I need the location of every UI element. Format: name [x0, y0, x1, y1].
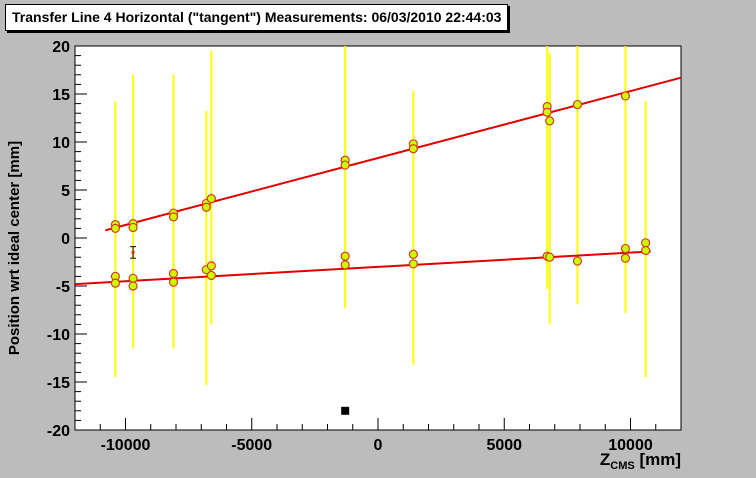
y-tick-label: 0 — [61, 231, 70, 248]
data-point — [206, 270, 216, 281]
x-tick-label: 5000 — [486, 437, 522, 454]
data-point — [168, 277, 179, 287]
x-tick-label: 0 — [374, 437, 383, 454]
data-point — [545, 252, 555, 262]
x-label-base: Z — [600, 450, 610, 469]
data-markers — [110, 91, 651, 415]
data-point — [201, 202, 211, 212]
x-tick-label: -5000 — [231, 437, 272, 454]
data-point — [128, 281, 138, 291]
data-point — [542, 107, 552, 117]
square-marker — [341, 406, 350, 415]
x-label-subscript: CMS — [610, 460, 634, 472]
data-point — [620, 91, 631, 101]
data-point — [340, 260, 350, 270]
small-marker — [131, 250, 135, 254]
data-point — [110, 223, 121, 233]
data-point — [408, 144, 418, 154]
chart-title: Transfer Line 4 Horizontal ("tangent") M… — [5, 4, 509, 31]
fit-line — [105, 76, 682, 232]
y-tick-label: 10 — [52, 135, 70, 152]
x-tick-label: -10000 — [101, 437, 151, 454]
x-label-unit: [mm] — [635, 450, 681, 469]
data-point — [641, 245, 651, 256]
y-tick-label: -5 — [56, 279, 70, 296]
x-axis-label: ZCMS [mm] — [600, 450, 681, 472]
data-point — [128, 273, 138, 283]
data-point — [340, 251, 350, 261]
data-point — [168, 268, 179, 279]
y-tick-label: -20 — [47, 423, 70, 440]
axes: -20 -15 -10 -5 0 5 10 15 20 -10000 -5000 0 5000 10000 — [47, 39, 682, 454]
y-tick-label: -15 — [47, 375, 70, 392]
data-point — [206, 261, 216, 271]
data-point — [408, 249, 418, 259]
y-axis-label: Position wrt ideal center [mm] — [6, 141, 23, 355]
data-point — [408, 259, 418, 269]
y-tick-label: -10 — [47, 327, 70, 344]
data-point — [641, 238, 651, 248]
x-tick-label: 10000 — [608, 437, 653, 454]
data-point — [620, 243, 631, 254]
data-point — [110, 278, 121, 288]
data-point — [572, 99, 583, 110]
y-tick-label: 20 — [52, 39, 70, 56]
y-tick-label: 5 — [61, 183, 70, 200]
plot-frame — [74, 45, 682, 431]
data-point — [545, 116, 555, 126]
data-point — [128, 222, 138, 233]
data-point — [572, 256, 583, 266]
y-tick-label: 15 — [52, 87, 70, 104]
data-point — [340, 160, 350, 170]
data-point — [168, 212, 179, 222]
data-point — [206, 194, 216, 204]
data-point — [620, 253, 631, 263]
